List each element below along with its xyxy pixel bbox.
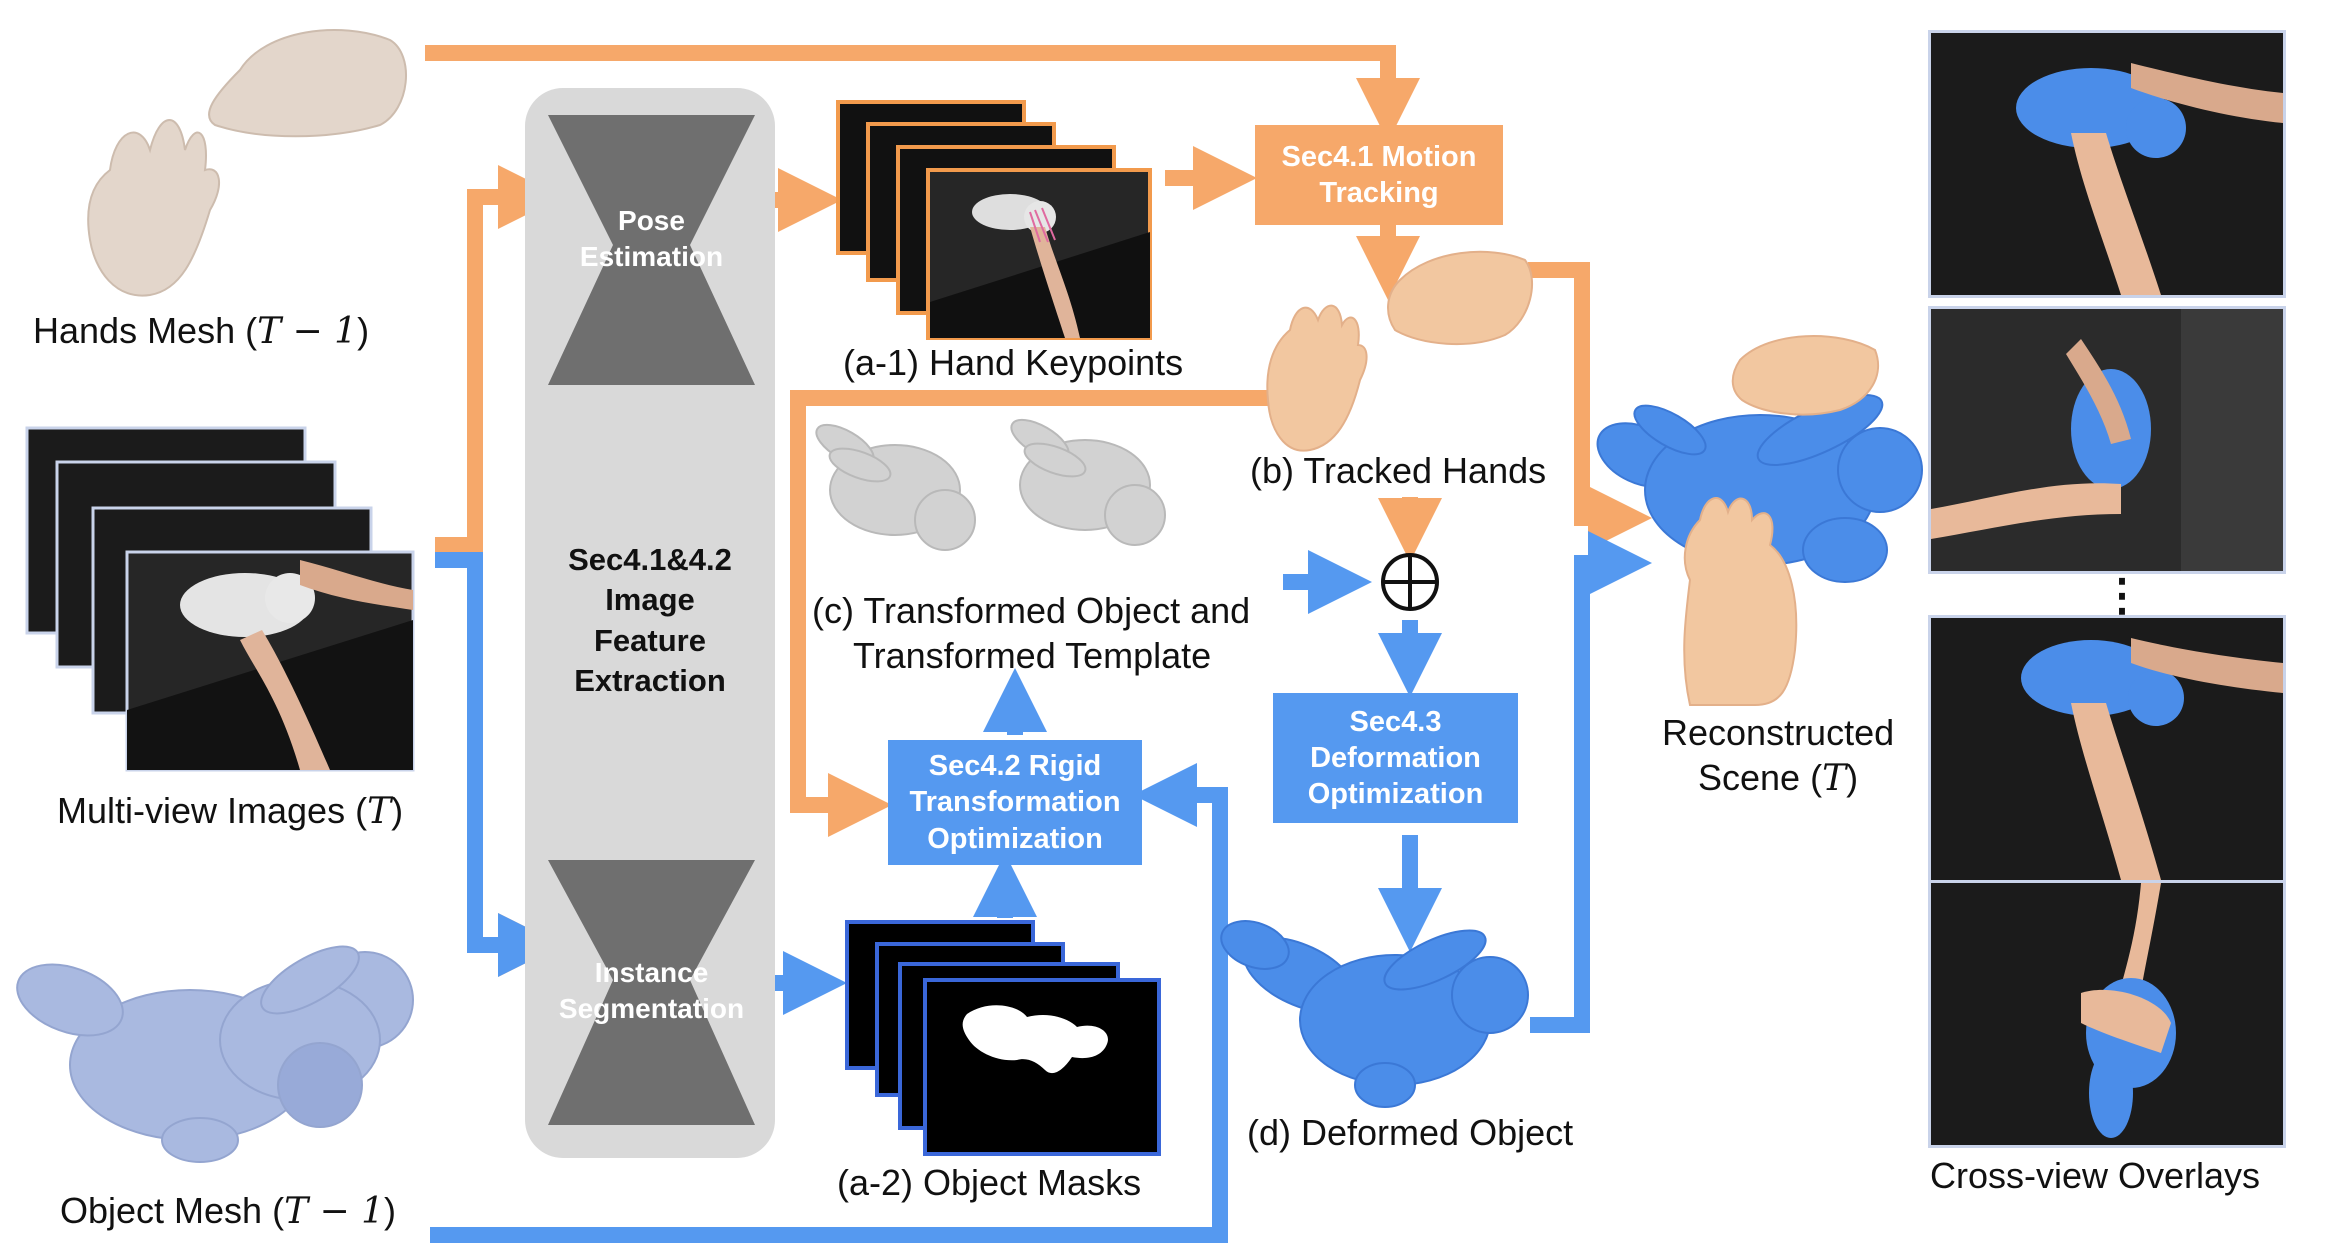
rigid-line2: Transformation: [909, 786, 1121, 819]
multiview-label: Multi-view Images (T): [57, 790, 403, 832]
object-mesh-text: Object Mesh (: [60, 1190, 285, 1231]
reconstructed-text: Scene (: [1698, 757, 1823, 798]
reconstructed-paren: ): [1846, 757, 1859, 798]
hands-mesh-label: Hands Mesh (T − 1): [33, 310, 369, 352]
reconstructed-caption-2: Scene (T): [1698, 757, 1858, 799]
arrow-object-to-scene: [1530, 531, 1652, 1033]
overlay-ellipsis: ⋮: [2100, 571, 2144, 620]
object-mesh-image: [16, 945, 414, 1163]
object-masks-caption: (a-2) Object Masks: [837, 1162, 1142, 1203]
rigid-transformation-box: Sec4.2 Rigid Transformation Optimization: [888, 740, 1142, 865]
arrow-hands-to-scene: [1528, 262, 1652, 550]
object-mesh-paren: ): [384, 1190, 397, 1231]
overlay-view-4: [1928, 880, 2286, 1148]
deform-line1: Sec4.3: [1349, 705, 1442, 738]
arrow-objmesh-to-rigid: [430, 763, 1228, 1243]
arrow-images-to-pose: [435, 165, 562, 553]
multiview-text: Multi-view Images (: [57, 790, 368, 831]
multiview-var: T: [367, 791, 392, 832]
reconstructed-var: T: [1822, 758, 1847, 799]
multiview-images: [25, 426, 415, 772]
hands-mesh-text: Hands Mesh (: [33, 310, 258, 351]
overlay-view-2: [1928, 306, 2286, 574]
pose-estimation-label: Pose Estimation: [548, 203, 755, 276]
fe-line2: Image: [605, 582, 695, 618]
arrow-hands-to-tracking: [425, 45, 1420, 142]
pose-hourglass: [548, 115, 755, 385]
feature-extraction-title: Sec4.1&4.2 Image Feature Extraction: [530, 540, 770, 701]
motion-tracking-line1: Sec4.1 Motion: [1281, 140, 1477, 173]
hands-mesh-paren: ): [357, 310, 370, 351]
deformed-object-caption: (d) Deformed Object: [1247, 1112, 1574, 1153]
fe-line3: Feature: [594, 622, 706, 658]
object-mesh-label: Object Mesh (T − 1): [60, 1190, 396, 1232]
hands-mesh-image: [87, 29, 407, 297]
deform-line3: Optimization: [1307, 778, 1484, 811]
reconstructed-caption-1: Reconstructed: [1662, 712, 1895, 753]
mask-frame-main: [923, 978, 1161, 1156]
overlay-view-3: [1928, 615, 2286, 883]
cross-view-caption: Cross-view Overlays: [1930, 1155, 2261, 1196]
motion-tracking-line2: Tracking: [1319, 177, 1439, 209]
tracked-hands-caption: (b) Tracked Hands: [1250, 450, 1547, 491]
rigid-line1: Sec4.2 Rigid: [928, 750, 1102, 783]
hands-mesh-var: T − 1: [257, 311, 358, 352]
fe-line1: Sec4.1&4.2: [568, 542, 732, 577]
fe-line4: Extraction: [574, 662, 726, 698]
transformed-caption-1: (c) Transformed Object and: [812, 590, 1251, 631]
hand-keypoints-caption: (a-1) Hand Keypoints: [843, 342, 1184, 383]
seg-hourglass: [548, 860, 755, 1125]
multiview-paren: ): [391, 790, 404, 831]
pose-line1: Pose: [618, 205, 685, 236]
motion-tracking-box: Sec4.1 Motion Tracking: [1255, 125, 1503, 225]
transformed-caption-2: Transformed Template: [853, 635, 1212, 676]
deformation-optimization-box: Sec4.3 Deformation Optimization: [1273, 693, 1518, 823]
deform-line2: Deformation: [1310, 741, 1481, 774]
overlay-view-1: [1928, 30, 2286, 298]
arrow-hands-to-rigid: [790, 390, 1268, 837]
object-mesh-var: T − 1: [284, 1191, 385, 1232]
instance-segmentation-label: Instance Segmentation: [548, 955, 755, 1028]
seg-line1: Instance: [594, 957, 709, 988]
rigid-line3: Optimization: [927, 822, 1103, 855]
pose-line2: Estimation: [579, 241, 724, 273]
keypoint-frame-main: [926, 168, 1152, 340]
seg-line2: Segmentation: [558, 993, 745, 1025]
